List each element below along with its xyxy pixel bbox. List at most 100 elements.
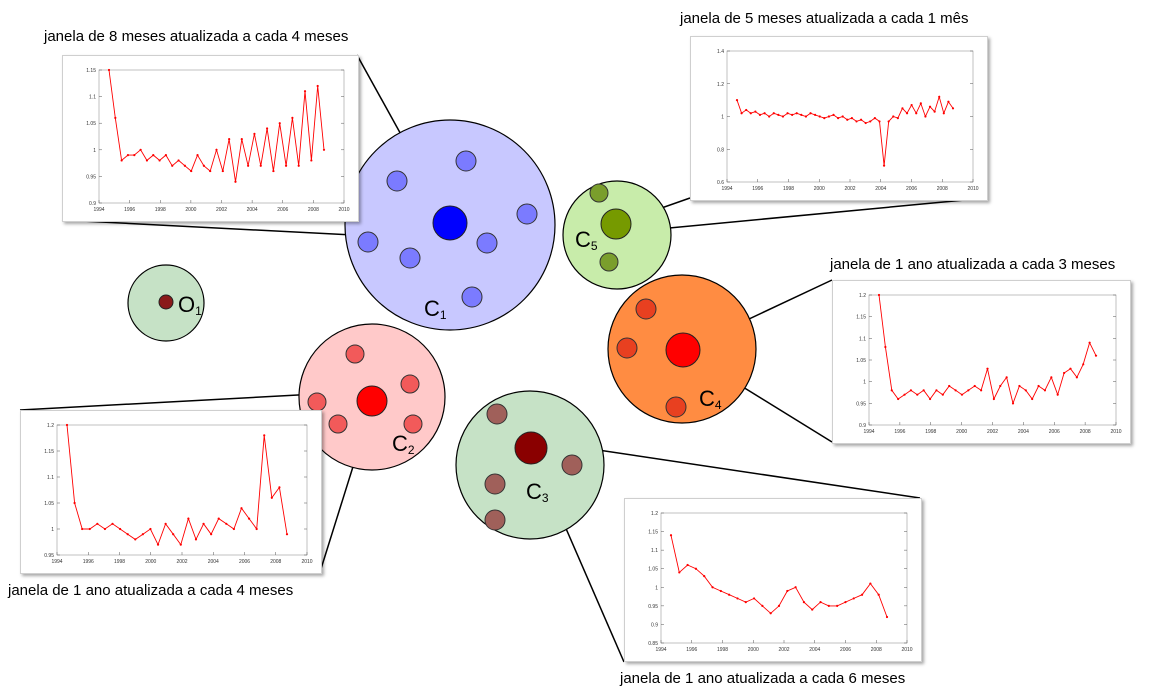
cluster-centroid [665,332,701,368]
data-point [887,120,890,123]
data-point [877,593,880,596]
data-point [272,169,275,173]
x-tick-label: 1998 [717,647,728,653]
y-tick-label: 1.05 [44,501,54,507]
cluster-label-subscript: 2 [408,443,415,457]
data-point [924,115,927,118]
data-point [915,112,918,115]
cluster-member [400,374,420,394]
data-point [88,527,91,531]
caption-c4: janela de 1 ano atualizada a cada 3 mese… [830,256,1116,273]
data-point [763,112,766,115]
cluster-member [599,252,619,272]
data-point [744,601,747,604]
data-point [120,159,123,162]
x-tick-label: 2010 [967,186,978,192]
x-tick-label: 2010 [1110,429,1121,435]
data-point [96,522,99,525]
data-point [1037,384,1040,388]
data-point [119,527,122,531]
data-point [1005,376,1008,379]
data-point [947,100,950,103]
data-point [217,517,220,520]
data-point [139,148,142,151]
data-point [728,593,731,596]
data-point [285,533,289,536]
data-point [942,112,945,115]
data-point [73,501,76,505]
caption-c5: janela de 5 meses atualizada a cada 1 mê… [680,10,969,27]
cluster-label-subscript: 4 [715,398,722,412]
x-tick-label: 2010 [301,559,312,565]
data-point [818,115,821,118]
data-point [928,105,932,108]
data-point [740,112,743,115]
data-point [678,571,681,574]
cluster-centroid [432,205,468,241]
data-point [141,533,144,536]
data-point [869,120,872,123]
data-point [316,84,319,88]
x-tick-label: 1998 [925,429,936,435]
y-tick-label: 0.95 [44,553,54,559]
data-point [686,563,689,567]
cluster-member [403,414,423,434]
data-point [836,604,839,607]
cluster-member [589,183,609,203]
data-point [896,117,899,120]
data-point [1031,397,1034,401]
data-point [794,586,797,589]
data-point [827,115,831,118]
cluster-member [386,170,408,192]
cluster-label-subscript: 1 [195,304,202,318]
data-point [736,597,739,600]
data-point [179,543,182,546]
x-tick-label: 2004 [875,186,886,192]
data-point [711,586,714,589]
data-point [850,117,853,120]
cluster-c3: C3 [455,390,605,540]
data-point [126,533,129,536]
cluster-c1: C1 [344,119,556,331]
data-point [1018,384,1021,388]
data-point [270,496,273,499]
x-tick-label: 1994 [93,207,104,213]
data-point [265,127,269,130]
x-tick-label: 1994 [655,647,666,653]
x-tick-label: 2002 [216,207,227,213]
y-tick-label: 0.9 [651,622,658,628]
plot-c2: 0.95 1 1.05 1.1 1.15 1.2 1994 1996 1998 2000 2002 2… [20,410,322,574]
data-point [823,117,826,120]
data-point [864,121,867,125]
cluster-c5: C5 [562,180,672,290]
series-line [66,424,288,546]
y-tick-label: 1.2 [47,423,54,429]
y-tick-label: 0.95 [86,174,96,180]
cluster-member [357,231,379,253]
data-point [103,527,107,531]
cluster-member [476,232,498,254]
data-point [791,113,794,116]
data-point [1056,393,1059,396]
data-point [999,384,1002,388]
data-point [986,367,989,370]
y-tick-label: 1.05 [86,121,96,127]
cluster-member [561,454,583,476]
y-tick-label: 1.2 [717,82,724,88]
data-point [804,115,808,118]
data-point [303,90,307,93]
y-tick-label: 1.15 [648,530,658,536]
data-point [247,517,251,520]
cluster-label-subscript: 5 [591,239,598,253]
data-point [897,397,900,401]
cluster-o1: O1 [127,264,205,342]
cluster-member [307,392,327,412]
data-point [114,116,117,119]
data-point [81,527,84,531]
data-point [890,389,893,392]
data-point [149,527,152,531]
data-point [232,527,235,531]
data-point [158,159,161,162]
data-point [749,112,752,115]
